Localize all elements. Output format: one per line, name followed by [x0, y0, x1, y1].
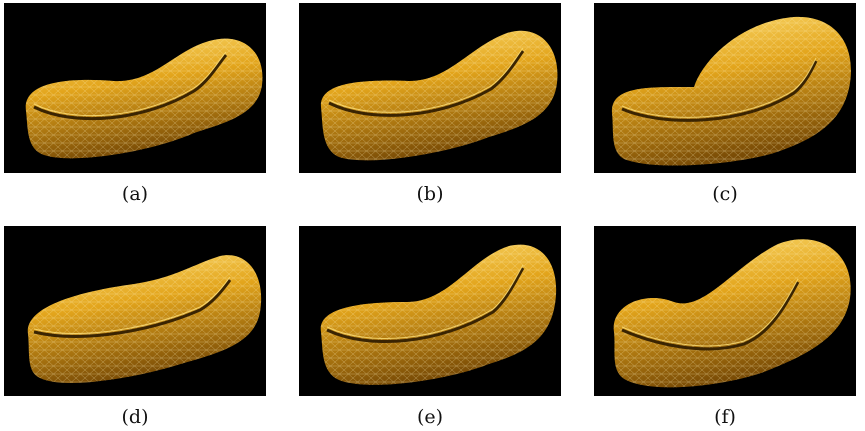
panel-b: (b)	[299, 3, 561, 205]
shape-mesh-overlay	[613, 239, 851, 388]
shape-crease	[326, 267, 525, 343]
caption-a: (a)	[121, 183, 149, 205]
shape-crease-highlight	[33, 276, 231, 334]
shape-crease-highlight	[33, 51, 227, 117]
shape-crease	[33, 279, 232, 338]
shape-crease-highlight	[621, 278, 799, 347]
shape-mesh-overlay	[320, 30, 558, 161]
shape-crease	[621, 60, 818, 122]
shape-crease	[33, 54, 228, 121]
surface-render-f	[594, 226, 856, 396]
caption-f: (f)	[714, 406, 736, 428]
shape-crease-highlight	[621, 57, 817, 118]
panel-e: (e)	[299, 226, 561, 428]
caption-b: (b)	[416, 183, 444, 205]
shape-crease-highlight	[326, 264, 524, 339]
caption-e: (e)	[416, 406, 444, 428]
panel-c: (c)	[594, 3, 856, 205]
shape-crease	[328, 50, 525, 117]
surface-render-b	[299, 3, 561, 173]
caption-d: (d)	[121, 406, 149, 428]
surface-render-c	[594, 3, 856, 173]
surface-render-d	[4, 226, 266, 396]
panel-f: (f)	[594, 226, 856, 428]
shape-mesh-overlay	[611, 16, 851, 166]
surface-render-e	[299, 226, 561, 396]
caption-c: (c)	[712, 183, 738, 205]
shape-crease	[621, 281, 800, 351]
panel-a: (a)	[4, 3, 266, 205]
shape-mesh-overlay	[25, 38, 263, 159]
shape-crease-highlight	[328, 47, 524, 113]
panel-d: (d)	[4, 226, 266, 428]
surface-render-a	[4, 3, 266, 173]
shape-mesh-overlay	[320, 244, 557, 385]
shape-mesh-overlay	[27, 255, 262, 383]
